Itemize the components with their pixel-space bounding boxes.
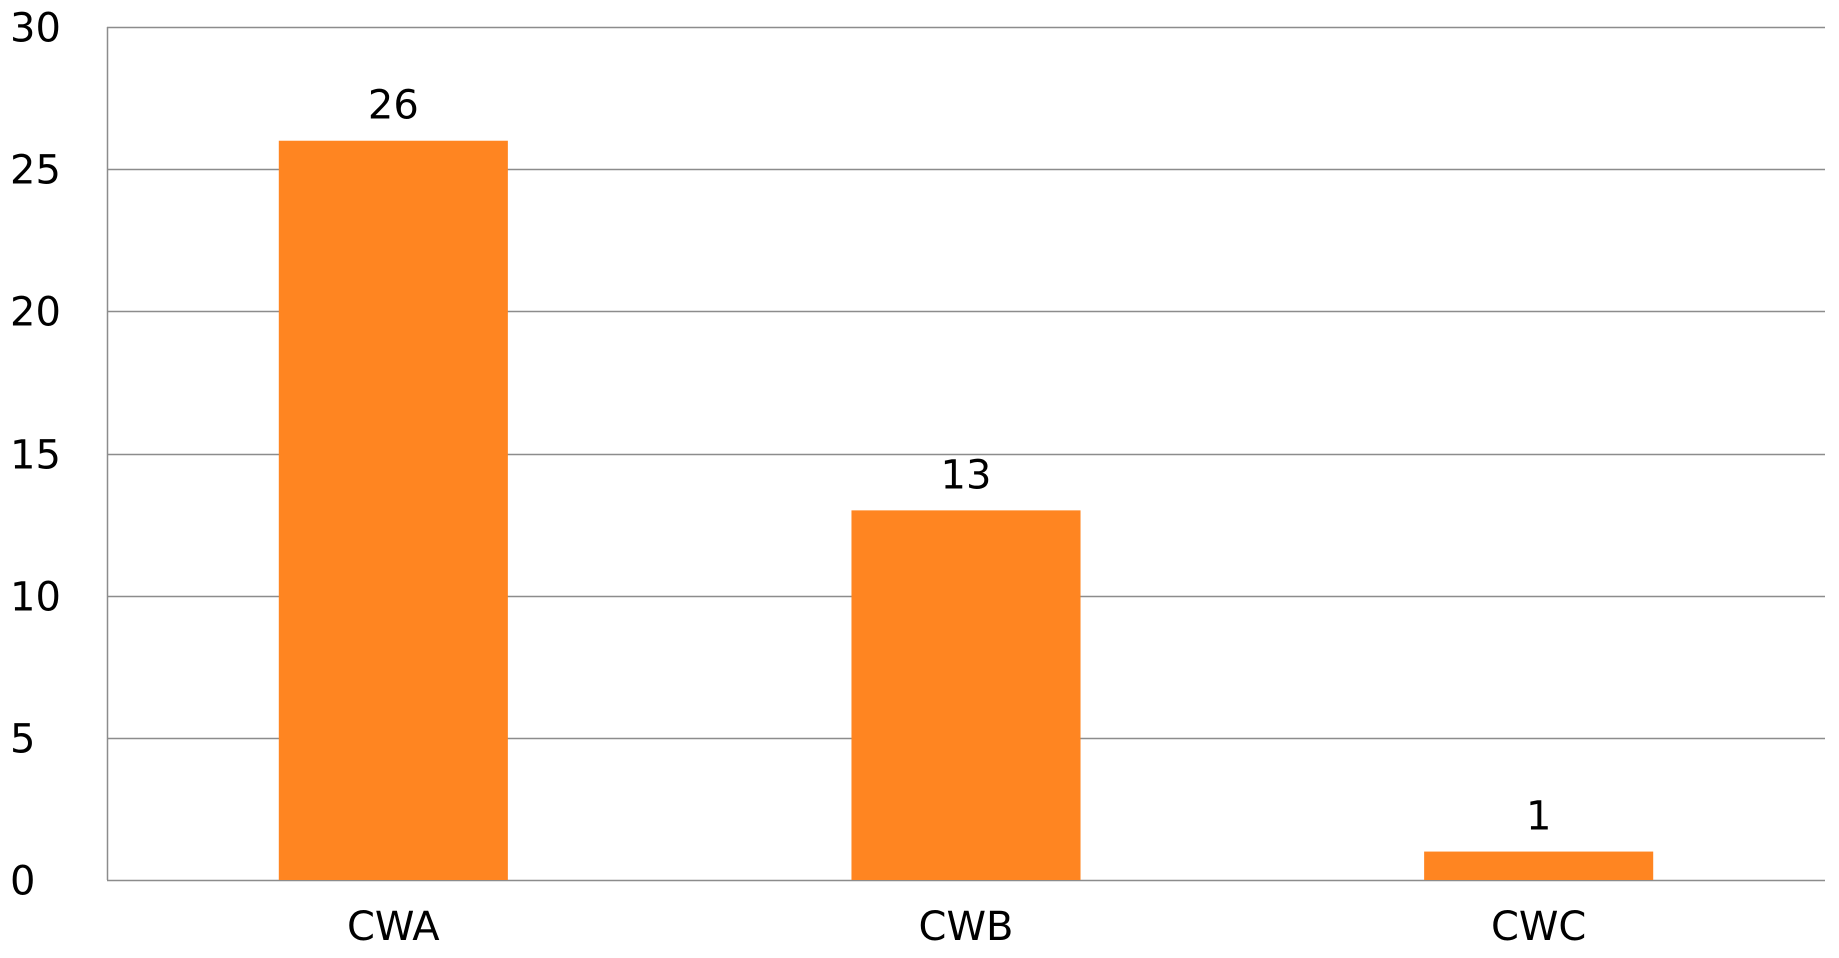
x-axis-categories: CWA CWB CWC xyxy=(347,904,1586,950)
bar-cwa xyxy=(278,140,508,880)
data-label: 13 xyxy=(941,452,992,498)
x-category-label: CWC xyxy=(1491,904,1586,950)
y-tick-label: 10 xyxy=(10,575,61,621)
x-category-label: CWA xyxy=(347,904,440,950)
y-tick-label: 25 xyxy=(10,148,61,194)
data-label: 1 xyxy=(1526,794,1551,840)
y-tick-label: 5 xyxy=(10,717,35,763)
bar-cwb xyxy=(851,510,1081,880)
y-axis-ticks: 0 5 10 15 20 25 30 xyxy=(10,6,61,905)
y-tick-label: 0 xyxy=(10,859,35,905)
bar-cwc xyxy=(1424,851,1654,880)
y-tick-label: 15 xyxy=(10,433,61,479)
bars xyxy=(278,140,1654,880)
x-category-label: CWB xyxy=(919,904,1014,950)
y-tick-label: 30 xyxy=(10,6,61,52)
y-tick-label: 20 xyxy=(10,290,61,336)
data-labels: 26 13 1 xyxy=(368,83,1552,840)
data-label: 26 xyxy=(368,83,419,129)
